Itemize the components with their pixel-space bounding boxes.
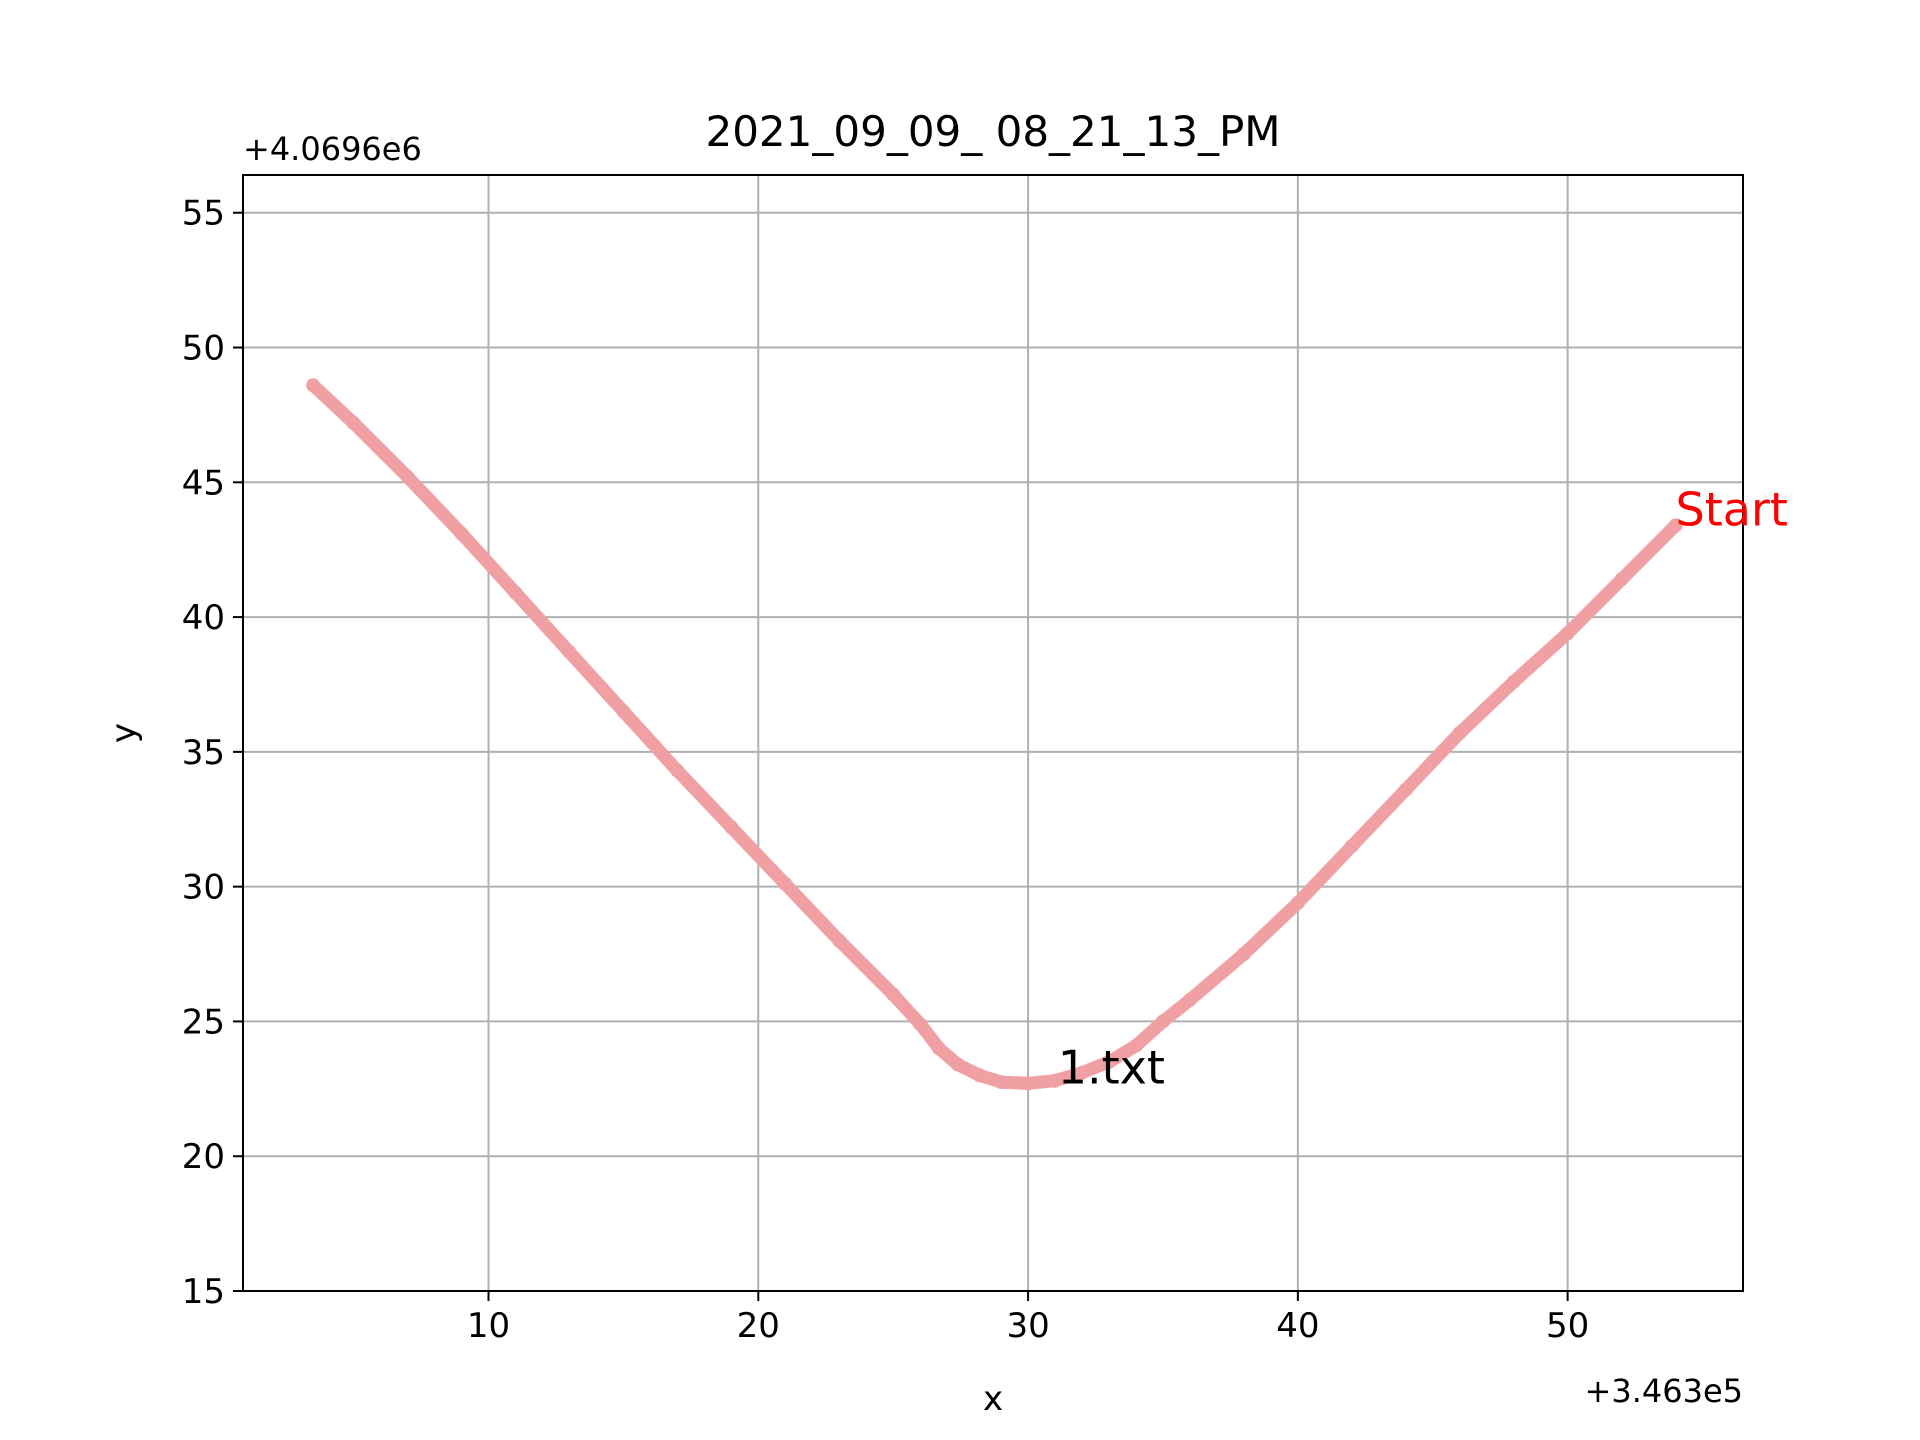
- scatter-point: [832, 933, 847, 948]
- scatter-point: [1452, 726, 1467, 740]
- x-offset-label: +3.463e5: [1585, 1372, 1743, 1410]
- y-tick-label: 50: [182, 329, 225, 369]
- scatter-point: [1236, 947, 1251, 961]
- y-tick-label: 30: [182, 868, 225, 908]
- scatter-point: [1344, 839, 1359, 854]
- x-tick-label: 30: [1006, 1306, 1049, 1346]
- y-tick-label: 45: [182, 463, 225, 503]
- scatter-point: [932, 1041, 946, 1056]
- scatter-point: [670, 763, 685, 778]
- plot-area: [243, 175, 1743, 1291]
- scatter-point: [994, 1075, 1009, 1090]
- data-series: [306, 378, 1683, 1091]
- chart-title: 2021_09_09_ 08_21_13_PM: [705, 107, 1280, 156]
- grid: [243, 175, 1743, 1292]
- scatter-point: [1560, 626, 1575, 641]
- y-tick-label: 25: [182, 1002, 225, 1042]
- y-tick-label: 55: [182, 194, 225, 234]
- y-tick-label: 20: [182, 1137, 225, 1177]
- scatter-point: [886, 987, 901, 1002]
- annotations: Start 1.txt: [1058, 482, 1788, 1094]
- scatter-point: [1129, 1038, 1143, 1053]
- scatter-point: [1048, 1073, 1063, 1088]
- y-offset-label: +4.0696e6: [243, 130, 422, 168]
- scatter-point: [1075, 1065, 1089, 1080]
- annotation-label: 1.txt: [1058, 1040, 1165, 1094]
- x-tick-label: 50: [1546, 1306, 1589, 1346]
- scatter-point: [913, 1017, 928, 1032]
- plot-frame: [242, 174, 1744, 1292]
- scatter-point: [972, 1068, 987, 1083]
- x-tick-label: 20: [737, 1306, 780, 1346]
- scatter-point: [400, 469, 415, 484]
- scatter-point: [1156, 1014, 1170, 1029]
- scatter-point: [1102, 1054, 1116, 1069]
- scatter-point: [1398, 782, 1413, 797]
- x-tick-label: 40: [1276, 1306, 1319, 1346]
- scatter-point: [616, 704, 631, 719]
- scatter-point: [1506, 674, 1521, 689]
- scatter-point: [562, 645, 577, 660]
- y-tick-label: 35: [182, 733, 225, 773]
- scatter-point: [306, 378, 321, 393]
- scatter-point: [950, 1057, 965, 1072]
- scatter-point: [1614, 572, 1629, 587]
- scatter-point: [1290, 895, 1305, 910]
- scatter-point: [454, 526, 469, 541]
- axis-ticks: 10 20 30 40 50 15 20 25 30 35 40 45 50 55: [182, 194, 1590, 1346]
- y-axis-label: y: [104, 723, 144, 743]
- scatter-point: [1668, 518, 1683, 533]
- annotation-label: Start: [1676, 482, 1788, 536]
- scatter-point: [724, 820, 739, 835]
- x-tick-label: 10: [467, 1306, 510, 1346]
- scatter-point: [1021, 1076, 1036, 1091]
- scatter-point: [1182, 992, 1197, 1007]
- y-tick-label: 15: [182, 1272, 225, 1312]
- scatter-point: [508, 585, 523, 600]
- scatter-point: [346, 416, 361, 430]
- x-axis-label: x: [983, 1379, 1003, 1419]
- scatter-point: [778, 877, 793, 891]
- y-tick-label: 40: [182, 598, 225, 638]
